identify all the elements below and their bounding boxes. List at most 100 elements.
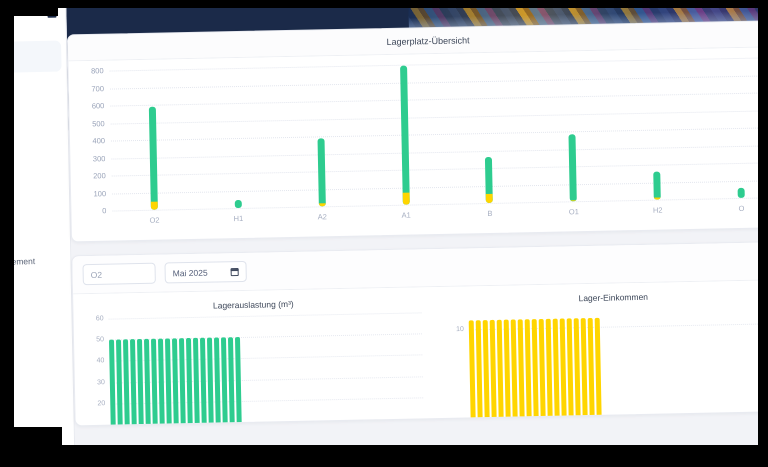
y-axis-tick-label: 100 xyxy=(93,188,107,198)
bar[interactable] xyxy=(164,338,172,424)
y-axis-tick-label: 300 xyxy=(92,153,106,163)
bar[interactable] xyxy=(123,339,130,425)
bar-segment-occupied xyxy=(402,192,410,205)
bar[interactable] xyxy=(220,337,228,423)
bar[interactable] xyxy=(116,339,123,425)
income-chart-title: Lager-Einkommen xyxy=(578,291,649,304)
bar-segment-occupied xyxy=(150,201,158,210)
calendar-icon[interactable] xyxy=(230,267,239,276)
y-axis-tick-label: 10 xyxy=(455,325,464,333)
bar[interactable] xyxy=(199,337,207,423)
bar[interactable] xyxy=(489,319,497,417)
y-axis-tick-label: 400 xyxy=(92,136,106,146)
x-axis-tick-label: H1 xyxy=(233,213,244,224)
bar[interactable] xyxy=(171,338,179,424)
y-axis-tick-label: 20 xyxy=(97,400,106,408)
bar[interactable] xyxy=(185,338,193,424)
detail-card: O2 Mai 2025 Lagerauslastung (m³) 60 50 40 3… xyxy=(71,240,768,427)
bar-group xyxy=(109,312,428,425)
bar[interactable] xyxy=(206,337,214,423)
x-axis-tick-label: O1 xyxy=(568,207,579,217)
bar[interactable] xyxy=(510,319,518,417)
month-picker[interactable]: Mai 2025 xyxy=(164,260,247,284)
frame-mask-right xyxy=(758,0,768,467)
y-axis-tick-label: 0 xyxy=(102,206,107,216)
bar[interactable] xyxy=(178,338,186,424)
x-axis-tick-label: A2 xyxy=(317,212,327,222)
bar[interactable] xyxy=(531,318,539,417)
utilization-chart: Lagerauslastung (m³) 60 50 40 30 20 xyxy=(73,287,436,425)
frame-mask-bottom xyxy=(0,445,768,467)
bar-cell xyxy=(445,62,532,204)
bar[interactable] xyxy=(737,187,745,198)
y-axis-tick-label: 30 xyxy=(96,378,105,386)
bar-cell xyxy=(613,59,700,201)
bar[interactable] xyxy=(213,337,221,423)
y-axis-tick-label: 500 xyxy=(92,118,105,128)
bar[interactable] xyxy=(192,338,200,423)
overview-card: Lagerplatz-Übersicht 800 700 600 500 400 300 2… xyxy=(66,19,768,243)
bar[interactable] xyxy=(545,318,553,416)
utilization-plot-area: 60 50 40 30 20 xyxy=(96,312,428,425)
bar[interactable] xyxy=(485,156,494,204)
bar[interactable] xyxy=(109,339,116,425)
bar-cell xyxy=(110,69,197,211)
y-axis-tick-label: 800 xyxy=(90,66,104,76)
income-plot-area: 10 xyxy=(456,305,768,418)
frame-mask-left xyxy=(0,0,14,467)
bar[interactable] xyxy=(157,338,165,424)
detail-charts-row: Lagerauslastung (m³) 60 50 40 30 20 Lager-Ei… xyxy=(73,280,768,425)
bar[interactable] xyxy=(227,337,235,423)
bar[interactable] xyxy=(587,317,595,416)
bar[interactable] xyxy=(148,106,158,210)
bar[interactable] xyxy=(524,319,532,417)
main-content: Lagerplatz-Übersicht 800 700 600 500 400 300 2… xyxy=(66,19,768,439)
income-chart: Lager-Einkommen 10 xyxy=(433,280,768,418)
page-title: Lagerplatz-Übersicht xyxy=(386,34,470,47)
y-axis-tick-label: 60 xyxy=(95,315,104,323)
x-axis-tick-label: B xyxy=(487,208,493,219)
bar[interactable] xyxy=(503,319,511,417)
bar[interactable] xyxy=(150,338,158,424)
bar[interactable] xyxy=(482,319,490,418)
bar-group xyxy=(110,57,768,210)
overview-chart: 800 700 600 500 400 300 200 100 0 O2 H1 A2 A1 B O1 H2 O xyxy=(68,47,768,241)
bar[interactable] xyxy=(136,339,144,425)
bar[interactable] xyxy=(517,319,525,417)
bar[interactable] xyxy=(538,318,546,416)
bar[interactable] xyxy=(653,171,661,200)
bar[interactable] xyxy=(580,317,588,416)
bar[interactable] xyxy=(234,337,242,423)
frame-mask-bottom-left xyxy=(0,427,62,467)
bar-cell xyxy=(529,60,616,202)
bar[interactable] xyxy=(399,65,410,205)
bar[interactable] xyxy=(559,318,567,416)
bar[interactable] xyxy=(475,320,483,418)
warehouse-input[interactable]: O2 xyxy=(82,262,156,286)
bar[interactable] xyxy=(143,339,151,424)
frame-mask-top xyxy=(0,0,768,8)
overview-plot-area: 800 700 600 500 400 300 200 100 0 xyxy=(91,57,768,215)
y-axis-tick-label: 600 xyxy=(91,101,105,111)
bar[interactable] xyxy=(234,200,242,209)
bar[interactable] xyxy=(552,318,560,416)
bar[interactable] xyxy=(566,318,574,416)
bar[interactable] xyxy=(573,318,581,416)
bar-cell xyxy=(193,67,280,209)
bar-cell xyxy=(361,64,448,206)
bar[interactable] xyxy=(468,320,476,418)
bar-segment-occupied xyxy=(486,193,494,204)
y-axis-tick-label: 200 xyxy=(93,171,106,181)
bar[interactable] xyxy=(594,317,602,415)
bar[interactable] xyxy=(496,319,504,417)
bar[interactable] xyxy=(568,133,578,202)
x-axis-tick-label: H2 xyxy=(652,205,663,215)
bar-group xyxy=(468,305,768,418)
frame-mask-corner xyxy=(0,0,58,16)
bar[interactable] xyxy=(130,339,137,425)
utilization-chart-title: Lagerauslastung (m³) xyxy=(212,298,294,311)
bar[interactable] xyxy=(317,138,326,207)
y-axis-tick-label: 50 xyxy=(96,336,105,344)
